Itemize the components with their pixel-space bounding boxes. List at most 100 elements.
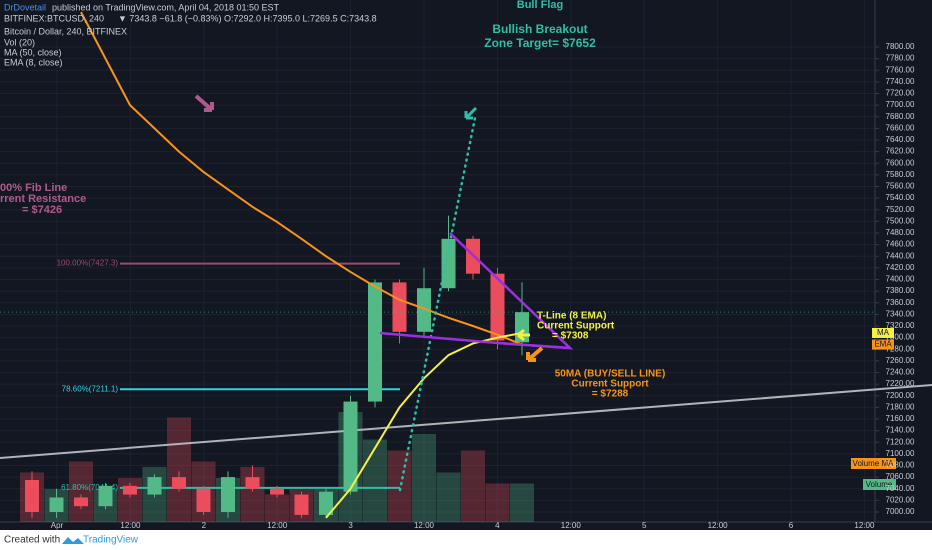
candle-body (74, 497, 88, 507)
y-tick-label: 7700.00 (886, 100, 915, 109)
y-tick-label: 7800.00 (886, 42, 915, 51)
y-tick-label: 7400.00 (886, 275, 915, 284)
y-tick-label: 7600.00 (886, 158, 915, 167)
legend-item: MA (50, close) (4, 47, 62, 57)
y-tick-label: 7680.00 (886, 112, 915, 121)
y-tick-label: 7300.00 (886, 333, 915, 342)
x-tick-label: Apr (51, 521, 64, 530)
y-tick-label: 7240.00 (886, 368, 915, 377)
y-tick-label: 7660.00 (886, 123, 915, 132)
candle-body (368, 282, 382, 402)
y-tick-label: 7040.00 (886, 484, 915, 493)
tag-label: Volume MA (853, 459, 895, 468)
y-tick-label: 7740.00 (886, 77, 915, 86)
candle-body (196, 488, 211, 512)
x-tick-label: 12:00 (561, 521, 582, 530)
footer (0, 530, 932, 550)
arrow (517, 328, 530, 342)
tag (851, 458, 896, 469)
candle-body (123, 485, 137, 495)
quote: ▼ 7343.8 −61.8 (−0.83%) O:7292.0 H:7395.… (118, 13, 377, 23)
annotation: Current Support (571, 379, 649, 390)
footer-brand[interactable]: TradingView (83, 535, 139, 546)
annotation: = $7308 (552, 331, 589, 342)
x-tick-label: 12:00 (414, 521, 435, 530)
candle-body (245, 477, 260, 489)
y-tick-label: 7120.00 (886, 437, 915, 446)
annotation: 00% Fib Line (0, 182, 67, 194)
candle-body (221, 477, 235, 512)
candle-body (270, 488, 284, 495)
y-tick-label: 7220.00 (886, 379, 915, 388)
annotation: Zone Target= $7652 (484, 36, 596, 50)
x-tick-label: 5 (642, 521, 647, 530)
annotation: = $7288 (592, 389, 629, 400)
grid (0, 0, 879, 522)
x-tick-label: 12:00 (120, 521, 141, 530)
fib-label: 78.60%(7211.1) (62, 384, 119, 393)
volume-bar (265, 494, 289, 522)
y-tick-label: 7760.00 (886, 65, 915, 74)
y-tick-label: 7620.00 (886, 147, 915, 156)
arrow (526, 346, 544, 362)
annotation: rrent Resistance (0, 193, 86, 205)
y-tick-label: 7440.00 (886, 251, 915, 260)
y-tick-label: 7460.00 (886, 240, 915, 249)
volume-bar (485, 483, 510, 522)
x-tick-label: 6 (789, 521, 794, 530)
author[interactable]: DrDovetail (4, 2, 46, 12)
legend-item: Bitcoin / Dollar, 240, BITFINEX (4, 26, 127, 36)
trendline (0, 384, 932, 459)
volume-bar (412, 434, 436, 522)
volume-bar (167, 417, 191, 522)
candle-body (98, 485, 113, 507)
tag (872, 327, 894, 338)
tag (863, 479, 896, 490)
y-tick-label: 7560.00 (886, 182, 915, 191)
legend-item: Vol (20) (4, 37, 35, 47)
y-tick-label: 7000.00 (886, 507, 915, 516)
y-tick-label: 7540.00 (886, 193, 915, 202)
volume-bar (510, 483, 534, 522)
candle-body (490, 273, 505, 341)
y-tick-label: 7080.00 (886, 461, 915, 470)
tag-label: Volume (866, 480, 893, 489)
y-tick-label: 7340.00 (886, 309, 915, 318)
annotation: T-Line (8 EMA) (537, 311, 606, 322)
indicator-line (325, 331, 523, 519)
annotation: = $7426 (22, 204, 62, 216)
x-tick-label: 12:00 (267, 521, 288, 530)
y-tick-label: 7100.00 (886, 449, 915, 458)
y-tick-label: 7520.00 (886, 205, 915, 214)
x-tick-label: 12:00 (708, 521, 729, 530)
y-tick-label: 7140.00 (886, 426, 915, 435)
y-tick-label: 7180.00 (886, 402, 915, 411)
legend-item: EMA (8, close) (4, 57, 63, 67)
y-tick-label: 7420.00 (886, 263, 915, 272)
annotation: Bull Flag (517, 0, 563, 11)
y-tick-label: 7020.00 (886, 495, 915, 504)
annotation: 50MA (BUY/SELL LINE) (555, 369, 666, 380)
y-tick-label: 7780.00 (886, 54, 915, 63)
y-tick-label: 7260.00 (886, 356, 915, 365)
y-tick-label: 7380.00 (886, 286, 915, 295)
flag-bottom (497, 341, 571, 350)
candle-body (343, 401, 358, 492)
candle-body (172, 477, 186, 489)
candle-body (294, 494, 309, 515)
y-tick-label: 7060.00 (886, 472, 915, 481)
tag-label: EMA (874, 340, 892, 349)
y-tick-label: 7720.00 (886, 89, 915, 98)
y-tick-label: 7480.00 (886, 228, 915, 237)
tag (872, 339, 894, 350)
logo (62, 537, 84, 544)
volume-bar (461, 450, 485, 522)
annotation: Current Support (537, 321, 615, 332)
candle-body (319, 491, 333, 515)
volume-bar (387, 450, 412, 522)
x-tick-label: 4 (495, 521, 500, 530)
candle-body (25, 480, 39, 512)
y-tick-label: 7280.00 (886, 344, 915, 353)
